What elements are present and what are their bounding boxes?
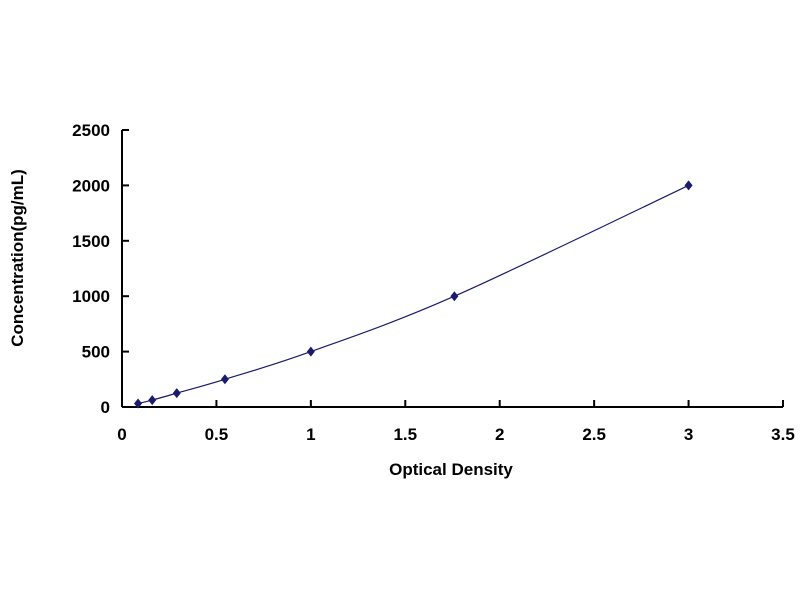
x-tick-label: 3 — [684, 425, 693, 444]
x-tick-label: 2 — [495, 425, 504, 444]
y-tick-label: 0 — [101, 398, 110, 417]
y-tick-label: 1500 — [72, 232, 110, 251]
x-tick-label: 1 — [306, 425, 315, 444]
tick-labels: 0 0.5 1 1.5 2 2.5 3 3.5 0 500 1000 1500 2000 2500 — [72, 121, 795, 444]
x-tick-label: 0 — [117, 425, 126, 444]
data-point — [148, 395, 157, 406]
y-tick-label: 2500 — [72, 121, 110, 140]
fit-curve — [137, 184, 689, 405]
x-tick-label: 1.5 — [393, 425, 417, 444]
y-tick-label: 500 — [82, 343, 110, 362]
y-tick-label: 1000 — [72, 287, 110, 306]
x-tick-label: 0.5 — [205, 425, 229, 444]
data-points — [134, 180, 693, 409]
data-point — [306, 346, 315, 357]
x-tick-label: 3.5 — [771, 425, 795, 444]
data-point — [684, 180, 693, 191]
x-tick-label: 2.5 — [582, 425, 606, 444]
data-point — [134, 398, 143, 409]
data-point — [450, 291, 459, 302]
x-axis-label: Optical Density — [389, 460, 513, 479]
axes — [121, 129, 784, 408]
data-point — [172, 388, 181, 399]
y-axis-label: Concentration(pg/mL) — [8, 169, 27, 347]
data-point — [220, 374, 229, 385]
y-tick-label: 2000 — [72, 176, 110, 195]
